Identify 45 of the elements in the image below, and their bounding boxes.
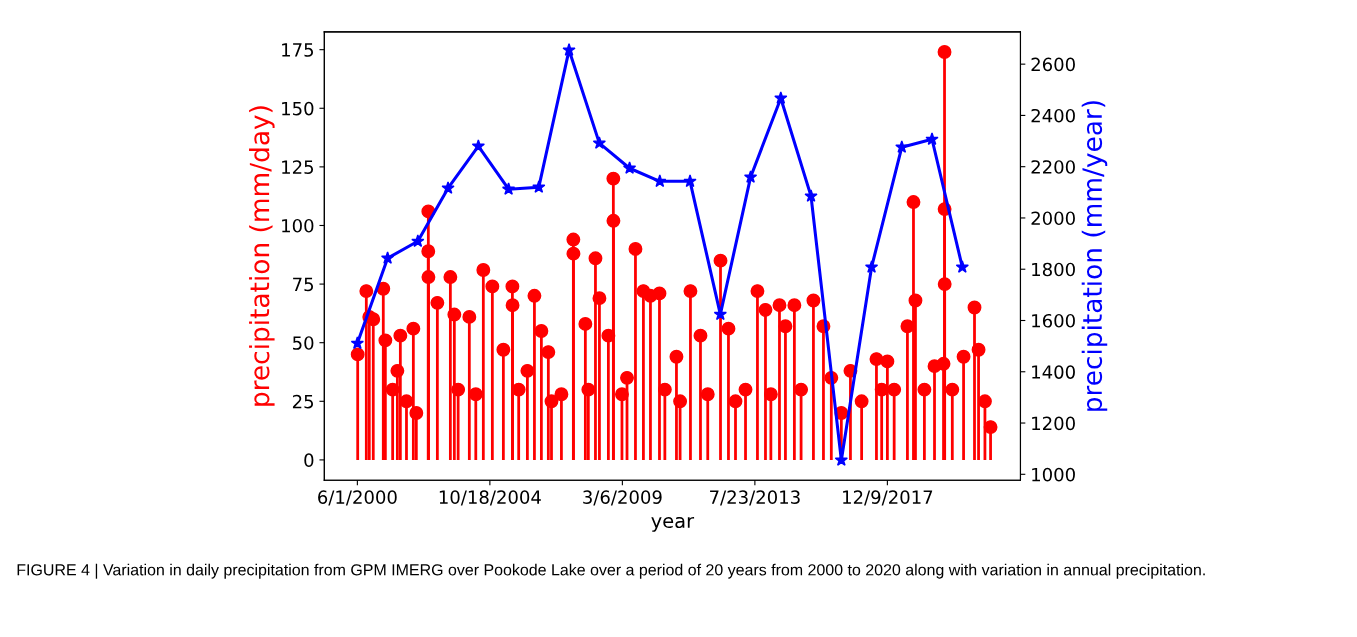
point <box>441 181 455 194</box>
point <box>683 174 697 188</box>
x-tick-label: 6/1/2000 <box>318 490 397 506</box>
point <box>501 182 516 195</box>
y-tick-label: 0 <box>304 453 314 468</box>
y-tick-label: 150 <box>282 101 314 116</box>
y-tick-label: 25 <box>292 394 314 409</box>
y2-axis-title: precipitation (mm/year) <box>1081 101 1108 411</box>
point <box>350 336 365 350</box>
y2-tick-label: 2400 <box>1031 108 1075 123</box>
x-axis-title: year <box>651 516 695 532</box>
caption: FIGURE 4 | Variation in daily precipitation from GPM IMERG over Pookode Lake over a period of 20 years from 2000 to 2020 along with variation in annual precipitation. <box>17 563 1205 579</box>
y2-tick-label: 1200 <box>1032 416 1075 431</box>
y-tick-label: 100 <box>282 218 314 233</box>
point <box>895 140 909 153</box>
point <box>411 234 425 248</box>
y2-tick-label: 1600 <box>1032 313 1075 328</box>
y2-tick-label: 1000 <box>1032 467 1075 482</box>
point <box>804 189 818 202</box>
point <box>774 91 788 104</box>
x-tick-label: 3/6/2009 <box>583 490 662 506</box>
point <box>743 170 758 183</box>
point <box>471 139 485 152</box>
point <box>955 260 969 273</box>
point <box>622 161 637 174</box>
y-tick-label: 75 <box>293 277 314 292</box>
point <box>864 260 879 273</box>
y2-tick-label: 1400 <box>1032 365 1075 379</box>
point <box>653 174 667 188</box>
y-tick-label: 175 <box>282 43 314 57</box>
y2-tick-label: 2200 <box>1031 160 1075 174</box>
x-tick-label: 7/23/2013 <box>710 490 800 506</box>
y-tick-label: 125 <box>282 160 314 174</box>
point <box>592 136 606 149</box>
y-tick-label: 50 <box>293 336 314 350</box>
point <box>532 180 546 193</box>
point <box>925 132 939 146</box>
point <box>380 251 395 264</box>
y-axis-title: precipitation (mm/day) <box>249 106 275 406</box>
y2-tick-label: 1800 <box>1032 262 1075 277</box>
x-tick-label: 10/18/2004 <box>439 490 541 506</box>
x-tick-label: 12/9/2017 <box>843 490 933 506</box>
point <box>562 43 576 56</box>
y2-tick-label: 2000 <box>1031 211 1075 226</box>
y2-tick-label: 2600 <box>1031 57 1075 72</box>
